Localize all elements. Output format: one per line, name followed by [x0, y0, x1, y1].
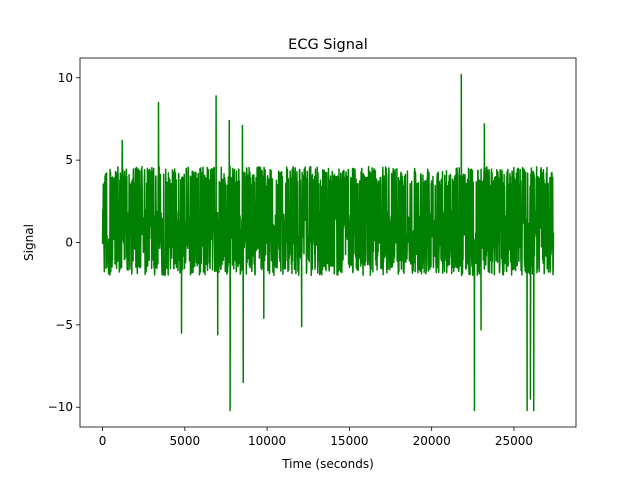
y-axis-label: Signal	[22, 224, 36, 261]
y-axis: −10 −5 0 5 10	[48, 71, 80, 414]
y-tick-label: 5	[65, 153, 73, 167]
x-tick-label: 15000	[330, 434, 368, 448]
x-tick-label: 10000	[248, 434, 286, 448]
x-tick-label: 25000	[495, 434, 533, 448]
x-tick-label: 0	[99, 434, 107, 448]
x-tick-label: 5000	[170, 434, 201, 448]
y-tick-label: −5	[55, 318, 73, 332]
x-tick-label: 20000	[413, 434, 451, 448]
x-axis-label: Time (seconds)	[281, 457, 374, 471]
ecg-signal-line	[101, 73, 555, 412]
y-tick-label: 10	[58, 71, 73, 85]
y-tick-label: 0	[65, 236, 73, 250]
x-axis: 0 5000 10000 15000 20000 25000	[99, 427, 533, 448]
y-tick-label: −10	[48, 400, 73, 414]
plot-area	[101, 73, 555, 412]
chart-title: ECG Signal	[288, 37, 368, 53]
